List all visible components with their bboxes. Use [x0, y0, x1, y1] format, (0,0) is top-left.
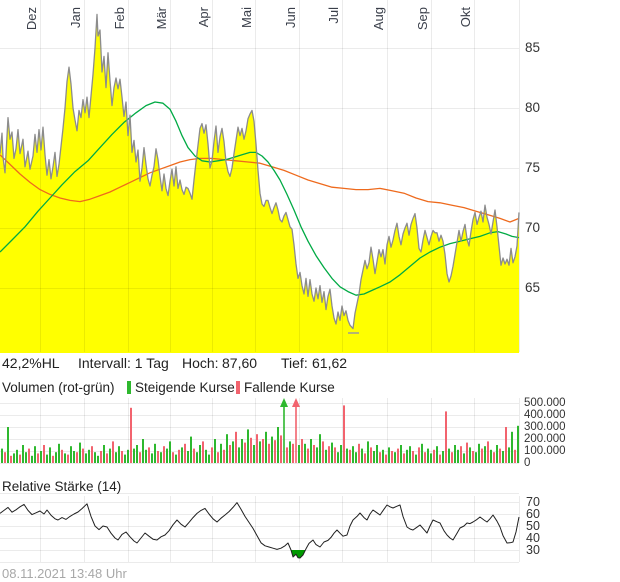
rsi-tick-label: 70 — [526, 495, 540, 509]
month-label: Sep — [415, 7, 430, 31]
month-label: Okt — [458, 7, 473, 28]
price-tick-label: 85 — [525, 40, 541, 55]
rsi-plot — [0, 493, 520, 563]
month-label: Apr — [196, 7, 211, 28]
month-label: Jun — [283, 7, 298, 28]
rsi-title: Relative Stärke (14) — [2, 479, 122, 494]
rsi-tick-label: 30 — [526, 543, 540, 557]
month-label: Jul — [326, 7, 341, 24]
up-volume-swatch-icon — [127, 381, 131, 394]
low-label: Tief: — [281, 355, 308, 371]
month-label: Feb — [112, 7, 127, 30]
volume-tick-label: 100.000 — [524, 445, 566, 457]
volume-tick-label: 500.000 — [524, 397, 566, 409]
month-label: Aug — [371, 7, 386, 31]
rsi-tick-label: 60 — [526, 507, 540, 521]
high-value: 87,60 — [222, 355, 258, 371]
high-label: Hoch: — [182, 355, 219, 371]
price-tick-label: 70 — [525, 220, 541, 235]
price-plot — [0, 0, 520, 354]
volume-legend: Volumen (rot-grün) Steigende Kurse Falle… — [0, 380, 520, 396]
month-label: Jan — [68, 7, 83, 28]
volume-tick-label: 200.000 — [524, 433, 566, 445]
change-percent: 42,2%HL — [2, 355, 60, 371]
volume-title: Volumen (rot-grün) — [2, 380, 115, 395]
volume-tick-label: 400.000 — [524, 409, 566, 421]
month-label: Mai — [239, 7, 254, 28]
down-volume-label: Fallende Kurse — [244, 380, 335, 395]
timestamp: 08.11.2021 13:48 Uhr — [2, 566, 127, 581]
rsi-tick-label: 50 — [526, 519, 540, 533]
month-label: Dez — [24, 7, 39, 31]
volume-tick-label: 0 — [524, 457, 531, 469]
low-value: 61,62 — [312, 355, 348, 371]
price-stats: 42,2%HL Intervall: 1 Tag Hoch: 87,60 Tie… — [0, 355, 520, 373]
price-tick-label: 80 — [525, 100, 541, 115]
interval-label: Intervall: 1 Tag — [78, 355, 169, 371]
price-tick-label: 65 — [525, 280, 541, 295]
down-volume-swatch-icon — [236, 381, 240, 394]
price-tick-label: 75 — [525, 160, 541, 175]
month-label: Mär — [154, 7, 169, 30]
rsi-tick-label: 40 — [526, 531, 540, 545]
up-volume-label: Steigende Kurse — [135, 380, 235, 395]
volume-plot — [0, 398, 520, 464]
volume-tick-label: 300.000 — [524, 421, 566, 433]
